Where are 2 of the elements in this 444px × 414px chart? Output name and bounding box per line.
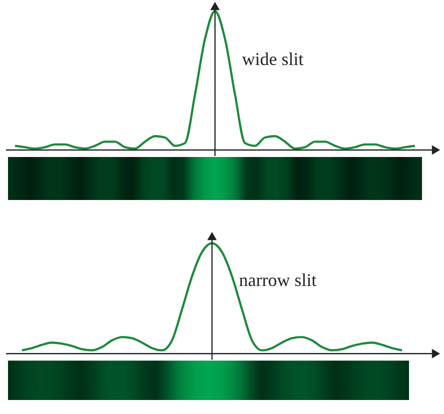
annotation: narrow slit [239,270,316,290]
annotation: wide slit [242,49,304,69]
